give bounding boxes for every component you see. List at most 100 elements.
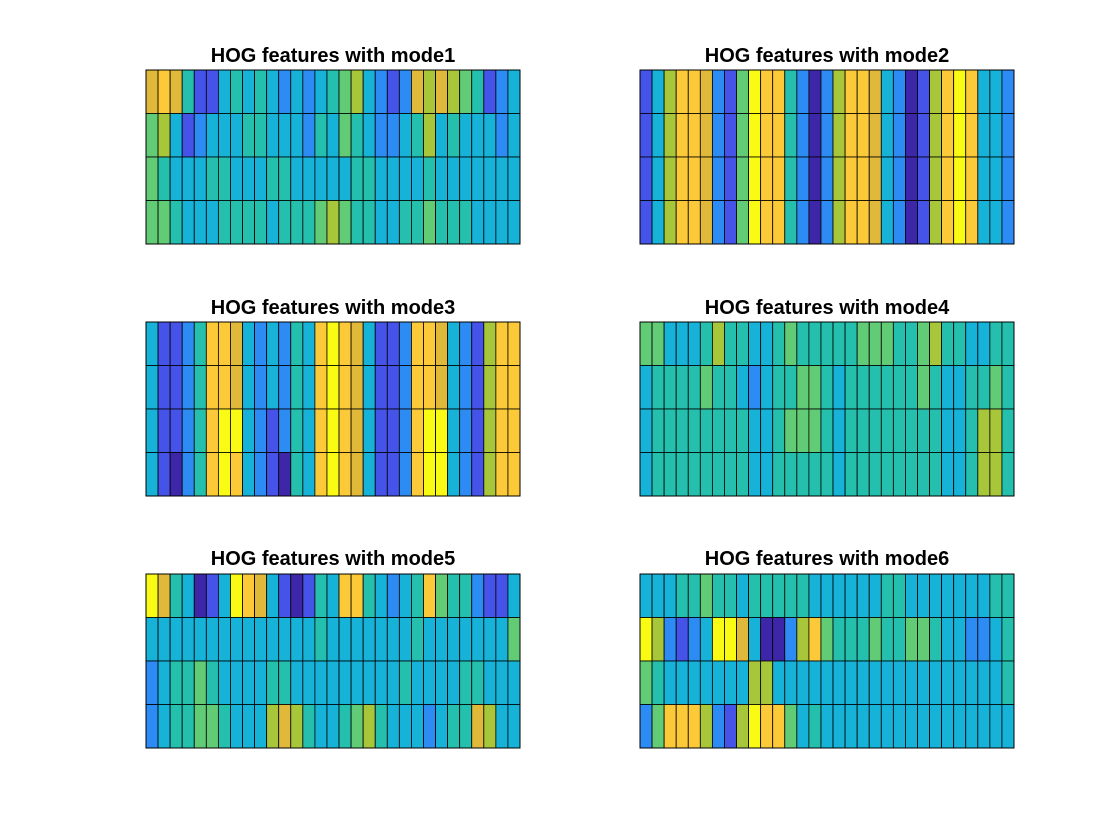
heatmap-cell [423,617,436,662]
heatmap-cell [278,660,292,705]
heatmap-cell [374,113,388,158]
heatmap-cell [302,408,316,453]
heatmap-cell [411,573,424,618]
heatmap-frame [145,321,521,497]
heatmap-cell [711,365,725,410]
heatmap-cell [507,660,521,705]
heatmap-cell [965,573,979,618]
heatmap-cell [687,365,701,410]
heatmap-cell [362,156,376,201]
heatmap-cell [651,200,665,245]
heatmap-cell [314,156,328,201]
heatmap-cell [386,321,400,366]
heatmap-cell [169,113,183,158]
heatmap-cell [651,704,665,749]
heatmap-cell [724,704,737,749]
heatmap-cell [760,573,774,618]
heatmap-cell [217,704,231,749]
heatmap-cell [217,200,231,245]
heatmap-cell [905,617,918,662]
heatmap-cell [953,704,967,749]
heatmap-cell [989,660,1003,705]
heatmap-cell [362,200,376,245]
heatmap-cell [254,660,268,705]
heatmap-cell [929,452,943,497]
heatmap-cell [471,573,485,618]
heatmap-cell [868,113,882,158]
heatmap-cell [193,408,207,453]
heatmap-cell [977,452,991,497]
heatmap-cell [193,69,207,114]
heatmap-cell [278,365,292,410]
heatmap-cell [711,156,725,201]
heatmap-cell [374,660,388,705]
heatmap-cell [929,617,943,662]
heatmap-cell [892,113,906,158]
heatmap-cell [844,321,858,366]
heatmap-cell [820,156,834,201]
heatmap-cell [423,69,436,114]
heatmap-cell [157,200,171,245]
heatmap-cell [760,617,774,662]
heatmap-cell [302,113,316,158]
heatmap-cell [266,113,280,158]
heatmap-cell [169,704,183,749]
heatmap-cell [290,200,304,245]
heatmap-cell [447,704,461,749]
heatmap-cell [820,408,834,453]
heatmap-cell [326,573,340,618]
heatmap-grid [639,69,1015,245]
heatmap-cell [169,200,183,245]
heatmap-cell [880,617,894,662]
heatmap-cell [398,617,412,662]
heatmap-cell [507,69,521,114]
heatmap-cell [435,69,449,114]
heatmap-cell [459,113,473,158]
heatmap-cell [374,452,388,497]
heatmap-cell [471,660,485,705]
heatmap-cell [290,617,304,662]
subplot-mode6: HOG features with mode6 [639,548,1015,749]
heatmap-cell [181,617,195,662]
heatmap-cell [953,660,967,705]
heatmap-cell [169,452,183,497]
heatmap-cell [374,617,388,662]
heatmap-cell [374,200,388,245]
heatmap-cell [278,113,292,158]
subplot-mode3: HOG features with mode3 [145,297,521,497]
heatmap-cell [145,156,159,201]
heatmap-cell [435,617,449,662]
heatmap-cell [748,573,762,618]
heatmap-cell [1001,321,1015,366]
heatmap-cell [663,660,677,705]
heatmap-cell [675,321,689,366]
heatmap-cell [459,200,473,245]
heatmap-cell [892,660,906,705]
heatmap-cell [832,617,846,662]
heatmap-cell [471,408,485,453]
heatmap-cell [314,408,328,453]
heatmap-cell [278,200,292,245]
heatmap-cell [820,113,834,158]
heatmap-cell [459,617,473,662]
heatmap-cell [266,408,280,453]
heatmap-cell [217,660,231,705]
heatmap-cell [917,573,930,618]
heatmap-cell [699,365,713,410]
heatmap-cell [736,660,749,705]
heatmap-cell [374,69,388,114]
heatmap-cell [760,660,774,705]
heatmap-cell [663,617,677,662]
heatmap-cell [290,704,304,749]
heatmap-cell [808,573,822,618]
heatmap-cell [266,69,280,114]
heatmap-cell [856,408,870,453]
heatmap-cell [181,321,195,366]
heatmap-cell [411,156,424,201]
heatmap-cell [820,365,834,410]
heatmap-cell [278,617,292,662]
heatmap-cell [507,365,521,410]
heatmap-cell [495,113,509,158]
heatmap-cell [736,365,749,410]
heatmap-cell [254,200,268,245]
